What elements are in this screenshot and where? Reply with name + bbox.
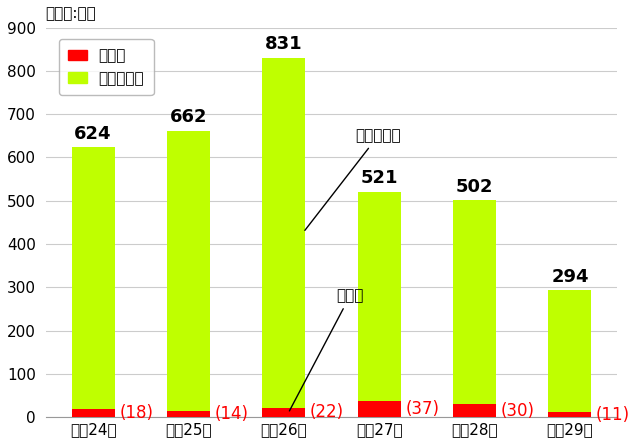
Bar	[453, 404, 496, 417]
Text: 521: 521	[360, 169, 398, 187]
Bar	[262, 58, 305, 408]
Bar	[358, 192, 401, 401]
Bar	[262, 408, 305, 417]
Text: 502: 502	[456, 178, 493, 196]
Bar	[453, 200, 496, 404]
Text: (37): (37)	[405, 400, 440, 418]
Text: 624: 624	[74, 125, 112, 143]
Text: 専門職以外: 専門職以外	[305, 128, 401, 230]
Text: 294: 294	[551, 268, 589, 285]
Bar	[167, 131, 210, 411]
Text: (14): (14)	[214, 405, 249, 423]
Bar	[72, 147, 115, 409]
Text: (18): (18)	[119, 404, 154, 422]
Text: 831: 831	[265, 35, 303, 53]
Bar	[167, 411, 210, 417]
Text: 662: 662	[170, 108, 207, 127]
Bar	[548, 412, 591, 417]
Bar	[72, 409, 115, 417]
Legend: 専門職, 専門職以外: 専門職, 専門職以外	[59, 39, 154, 95]
Text: (22): (22)	[310, 404, 344, 421]
Text: (30): (30)	[500, 402, 535, 420]
Bar	[358, 401, 401, 417]
Text: 専門職: 専門職	[289, 289, 364, 411]
Bar	[548, 290, 591, 412]
Text: (11): (11)	[596, 406, 630, 424]
Text: （単位:件）: （単位:件）	[45, 6, 96, 21]
